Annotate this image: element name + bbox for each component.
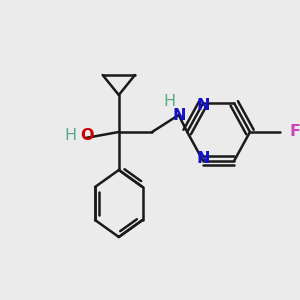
Text: H: H xyxy=(64,128,76,143)
Text: N: N xyxy=(173,107,186,122)
Text: N: N xyxy=(196,98,210,113)
Text: H: H xyxy=(163,94,175,110)
Text: F: F xyxy=(290,124,300,140)
Text: O: O xyxy=(81,128,94,143)
Text: N: N xyxy=(196,151,210,166)
